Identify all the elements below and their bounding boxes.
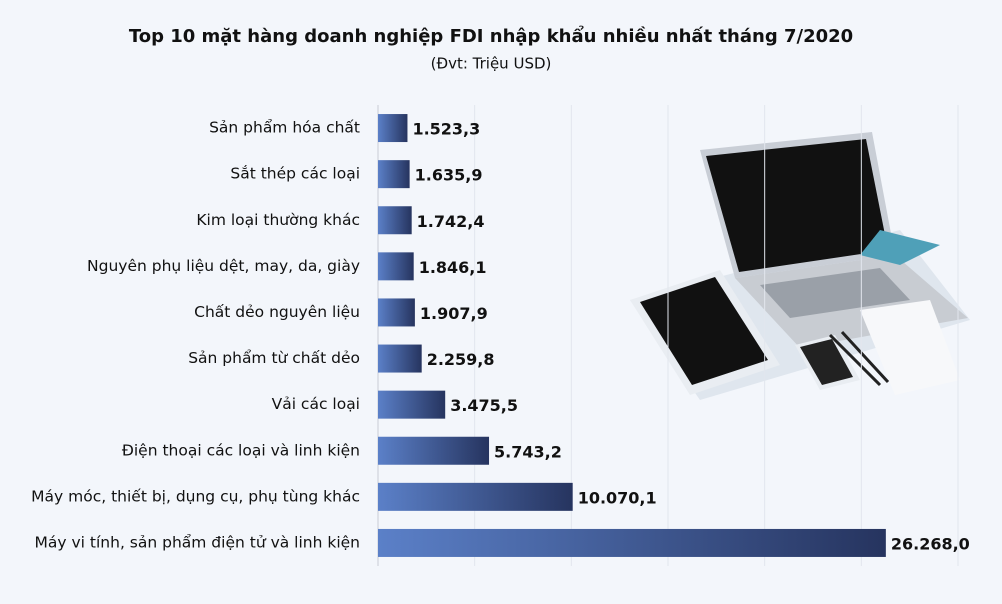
- bar: [378, 160, 410, 189]
- bar: [378, 252, 414, 281]
- value-label: 1.523,3: [412, 120, 480, 139]
- y-tick-label: Máy móc, thiết bị, dụng cụ, phụ tùng khá…: [31, 487, 360, 505]
- bar: [378, 390, 446, 419]
- y-tick-label: Sản phẩm hóa chất: [209, 119, 360, 137]
- value-label: 3.475,5: [450, 396, 518, 415]
- chart-title: Top 10 mặt hàng doanh nghiệp FDI nhập kh…: [129, 25, 853, 47]
- value-label: 1.742,4: [417, 212, 485, 231]
- y-tick-label: Sản phẩm từ chất dẻo: [188, 349, 360, 367]
- value-label: 1.846,1: [419, 258, 487, 277]
- bar: [378, 482, 573, 511]
- value-label: 1.635,9: [415, 166, 483, 185]
- y-tick-label: Sắt thép các loại: [230, 165, 360, 183]
- value-label: 1.907,9: [420, 304, 488, 323]
- bar: [378, 206, 412, 235]
- bar: [378, 344, 422, 373]
- y-tick-label: Vải các loại: [272, 395, 360, 413]
- y-tick-label: Kim loại thường khác: [196, 211, 360, 229]
- bar: [378, 528, 886, 557]
- value-label: 10.070,1: [578, 488, 657, 507]
- chart-subtitle: (Đvt: Triệu USD): [431, 55, 552, 73]
- value-label: 2.259,8: [427, 350, 495, 369]
- value-label: 5.743,2: [494, 442, 562, 461]
- value-label: 26.268,0: [891, 534, 970, 553]
- bar: [378, 298, 415, 327]
- y-tick-label: Chất dẻo nguyên liệu: [194, 303, 360, 321]
- y-tick-label: Nguyên phụ liệu dệt, may, da, giày: [87, 257, 360, 275]
- bar: [378, 114, 408, 143]
- bar: [378, 436, 490, 465]
- y-tick-label: Điện thoại các loại và linh kiện: [122, 441, 360, 459]
- y-tick-label: Máy vi tính, sản phẩm điện tử và linh ki…: [35, 533, 360, 551]
